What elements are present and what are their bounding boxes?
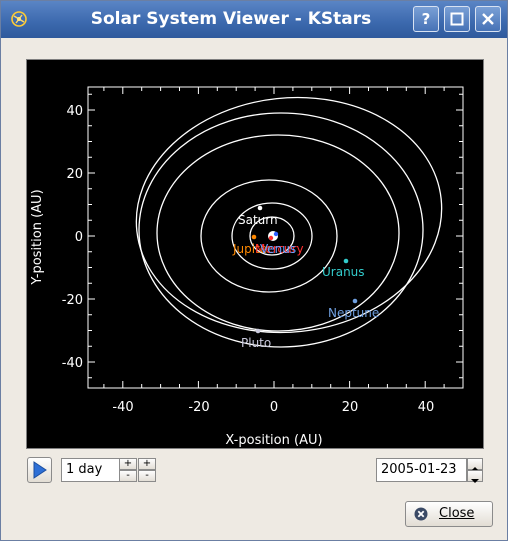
planet-label-uranus: Uranus [322,265,365,279]
title-bar[interactable]: Solar System Viewer - KStars ? [1,1,507,38]
timestep-units-spinner[interactable]: + - [138,458,156,482]
orbit-inner [249,216,295,256]
x-tick-label: 20 [342,400,359,415]
inner-planet-marker [268,235,274,241]
close-circle-icon [414,507,428,521]
x-tick-label: -40 [112,400,133,415]
y-axis-label: Y-position (AU) [30,189,45,285]
solar-system-plot[interactable]: Saturn Jupiter Mercury Venus Uranus Nept… [26,59,484,449]
neptune-marker [352,298,358,304]
orbit-saturn [200,179,338,293]
jupiter-marker [251,234,257,240]
planet-label-jupiter: Jupiter [232,242,272,256]
planet-label-mercury: Mercury [255,242,304,256]
orbit-pluto [135,96,443,334]
orbit-uranus [156,134,400,332]
date-input[interactable]: 2005-01-23 [376,458,467,482]
play-icon [33,461,47,479]
uranus-marker [343,258,349,264]
orbit-neptune [138,112,424,348]
close-icon [482,13,494,25]
planet-label-saturn: Saturn [238,213,278,227]
y-tick-label: 40 [66,104,83,119]
timestep-spinner[interactable]: + - [119,458,137,482]
close-button[interactable]: Close [405,501,493,527]
axis-ticks [88,87,463,388]
x-tick-label: 0 [270,400,278,415]
date-increase-button[interactable] [467,458,483,471]
window-title: Solar System Viewer - KStars [90,9,372,29]
planet-label-neptune: Neptune [328,306,379,320]
x-tick-label: 40 [418,400,435,415]
date-decrease-button[interactable] [467,470,483,483]
maximize-button[interactable] [444,6,470,32]
inner-planet-marker [273,231,279,237]
play-button[interactable] [27,457,52,483]
timestep-units-decrease-button[interactable]: - [138,470,156,482]
arrow-down-icon [471,479,479,483]
saturn-marker [257,205,263,211]
help-button[interactable]: ? [413,6,439,32]
timestep-input[interactable]: 1 day [61,458,127,482]
timestep-increase-button[interactable]: + [119,458,137,470]
maximize-icon [450,12,464,26]
kstars-app-icon[interactable] [10,10,28,28]
axes-box [87,86,464,389]
date-spinner[interactable] [467,458,483,483]
timestep-decrease-button[interactable]: - [119,470,137,482]
pluto-marker [255,328,261,334]
close-window-button[interactable] [475,6,501,32]
y-tick-label: 20 [66,167,83,182]
x-tick-label: -20 [188,400,209,415]
y-tick-label: -40 [62,356,83,371]
x-axis-label: X-position (AU) [225,433,322,448]
orbit-jupiter [231,202,313,270]
planet-label-venus: Venus [260,242,296,256]
timestep-units-increase-button[interactable]: + [138,458,156,470]
y-tick-label: 0 [75,230,83,245]
help-icon: ? [421,10,431,28]
orbits [135,96,443,348]
planet-label-pluto: Pluto [241,336,271,350]
close-button-label: Close [439,506,475,521]
plot-canvas[interactable]: Saturn Jupiter Mercury Venus Uranus Nept… [27,60,483,448]
y-tick-label: -20 [62,293,83,308]
